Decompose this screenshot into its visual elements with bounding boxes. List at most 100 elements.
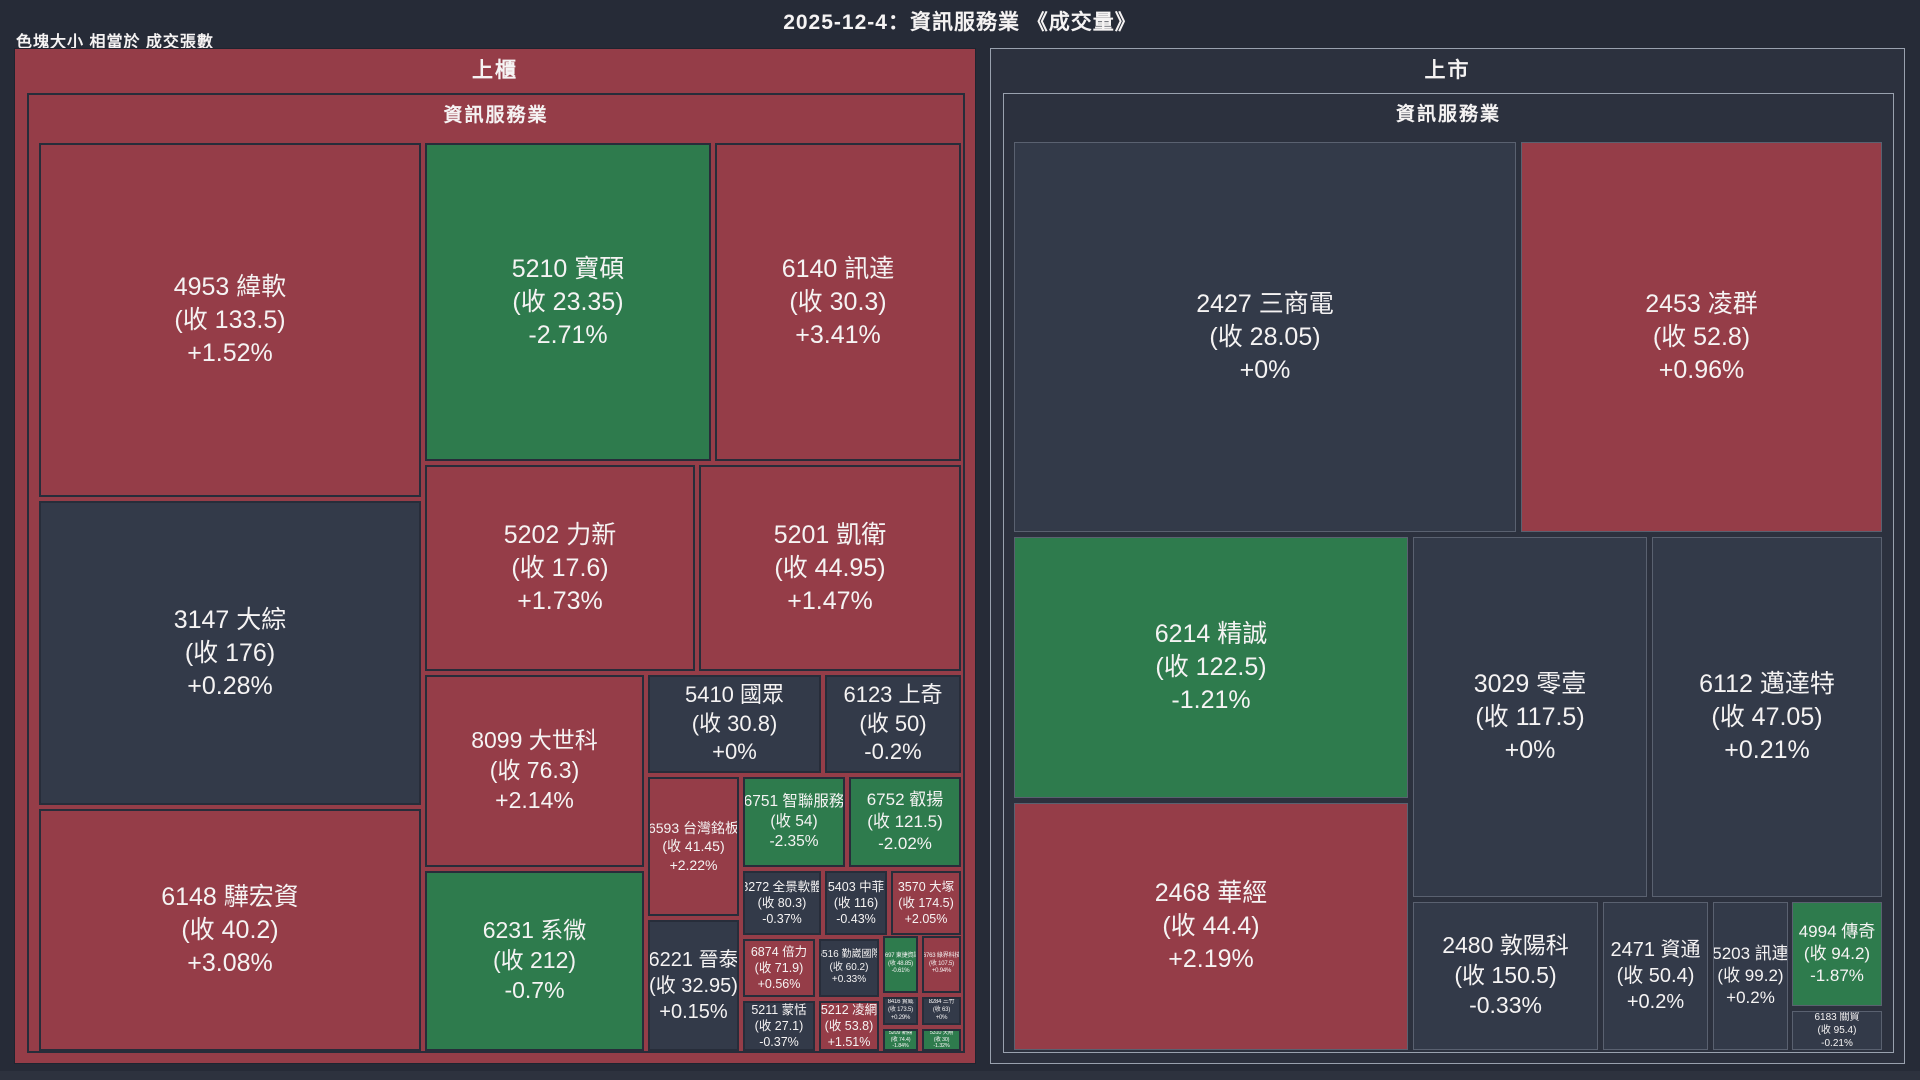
stock-cell-6697[interactable]: 6697 東捷資訊 (收 48.85) -0.61% (883, 936, 918, 993)
stock-change-percent: -0.21% (1821, 1038, 1853, 1049)
stock-cell-6140[interactable]: 6140 訊達 (收 30.3) +3.41% (715, 143, 961, 461)
page-title: 2025-12-4：資訊服務業 《成交量》 (783, 11, 1137, 34)
industry-label-listed: 資訊服務業 (1395, 103, 1501, 125)
stock-close-price: (收 50) (859, 710, 927, 736)
stock-code-name: 8272 全景軟體 (743, 880, 821, 894)
stock-change-percent: +2.22% (669, 856, 718, 873)
stock-cell-8416[interactable]: 8416 實威 (收 173.5) +0.29% (883, 997, 918, 1025)
stock-code-name: 4953 緯軟 (173, 272, 287, 301)
stock-close-price: (收 99.2) (1717, 965, 1784, 985)
stock-cell-6751[interactable]: 6751 智聯服務 (收 54) -2.35% (743, 777, 845, 867)
stock-change-percent: -0.33% (1469, 991, 1542, 1018)
stock-cell-5310[interactable]: 5310 天剛 (收 30) -1.32% (922, 1029, 961, 1051)
stock-code-name: 8416 實威 (887, 999, 914, 1006)
stock-code-name: 3570 大塚 (897, 880, 955, 894)
stock-change-percent: +0.33% (831, 974, 867, 986)
stock-cell-6123[interactable]: 6123 上奇 (收 50) -0.2% (825, 675, 961, 773)
stock-change-percent: +1.52% (187, 338, 273, 367)
stock-cell-5403[interactable]: 5403 中菲 (收 116) -0.43% (825, 871, 887, 935)
stock-change-percent: +0.28% (187, 671, 273, 700)
stock-change-percent: +2.05% (904, 912, 948, 926)
stock-close-price: (收 52.8) (1652, 322, 1751, 351)
stock-change-percent: +0% (1504, 735, 1556, 764)
stock-cell-5201[interactable]: 5201 凱衛 (收 44.95) +1.47% (699, 465, 961, 671)
stock-cell-6874[interactable]: 6874 倍力 (收 71.9) +0.56% (743, 939, 815, 997)
stock-close-price: (收 122.5) (1155, 653, 1267, 681)
stock-cell-4994[interactable]: 4994 傳奇 (收 94.2) -1.87% (1792, 902, 1882, 1006)
stock-code-name: 5202 力新 (503, 520, 617, 549)
industry-box-otc: 資訊服務業 4953 緯軟 (收 133.5) +1.52% 5210 寶碩 (收 23… (27, 93, 965, 1053)
stock-cell-6148[interactable]: 6148 驊宏資 (收 40.2) +3.08% (39, 809, 421, 1051)
stock-change-percent: +3.41% (795, 320, 881, 349)
stock-cell-3570[interactable]: 3570 大塚 (收 174.5) +2.05% (891, 871, 961, 935)
stock-cell-2468[interactable]: 2468 華經 (收 44.4) +2.19% (1014, 803, 1408, 1050)
stock-cell-6183[interactable]: 6183 關貿 (收 95.4) -0.21% (1792, 1011, 1882, 1050)
stock-code-name: 5209 新鼎 (888, 1030, 913, 1037)
stock-change-percent: +0.15% (659, 1000, 728, 1023)
stock-cell-3029[interactable]: 3029 零壹 (收 117.5) +0% (1413, 537, 1647, 897)
stock-code-name: 5410 國眾 (684, 682, 785, 708)
stock-cell-2427[interactable]: 2427 三商電 (收 28.05) +0% (1014, 142, 1516, 532)
stock-close-price: (收 74.4) (890, 1036, 911, 1043)
stock-change-percent: -0.43% (836, 912, 876, 926)
stock-code-name: 6140 訊達 (781, 254, 895, 283)
stock-cell-6763[interactable]: 6763 綠界科技 (收 107.5) +0.94% (922, 936, 961, 993)
stock-cell-5212[interactable]: 5212 凌網 (收 53.8) +1.51% (819, 1001, 879, 1051)
stock-change-percent: -0.7% (504, 976, 565, 1003)
stock-cell-6752[interactable]: 6752 叡揚 (收 121.5) -2.02% (849, 777, 961, 867)
stock-cell-5211[interactable]: 5211 蒙恬 (收 27.1) -0.37% (743, 1001, 815, 1051)
stock-change-percent: +0.21% (1724, 735, 1810, 764)
stock-change-percent: -0.37% (759, 1035, 799, 1049)
stock-close-price: (收 95.4) (1817, 1025, 1857, 1036)
stock-cell-2480[interactable]: 2480 敦陽科 (收 150.5) -0.33% (1413, 902, 1598, 1050)
stock-cell-5410[interactable]: 5410 國眾 (收 30.8) +0% (648, 675, 821, 773)
stock-change-percent: +0.56% (757, 977, 801, 991)
stock-close-price: (收 133.5) (174, 305, 286, 334)
stock-change-percent: +0% (935, 1014, 948, 1021)
stock-cell-3147[interactable]: 3147 大綜 (收 176) +0.28% (39, 501, 421, 805)
stock-cell-4953[interactable]: 4953 緯軟 (收 133.5) +1.52% (39, 143, 421, 497)
industry-box-listed: 資訊服務業 2427 三商電 (收 28.05) +0% 2453 凌群 (收 52.8… (1003, 93, 1894, 1053)
market-label-otc: 上櫃 (472, 59, 518, 82)
stock-code-name: 2468 華經 (1154, 879, 1268, 907)
stock-cell-5209[interactable]: 5209 新鼎 (收 74.4) -1.84% (883, 1029, 918, 1051)
stock-cell-6593[interactable]: 6593 台灣銘板 (收 41.45) +2.22% (648, 777, 739, 916)
stock-code-name: 4994 傳奇 (1798, 921, 1876, 941)
stock-change-percent: +0% (712, 739, 757, 765)
stock-close-price: (收 94.2) (1803, 943, 1871, 963)
stock-close-price: (收 107.5) (929, 960, 954, 967)
stock-close-price: (收 54) (770, 812, 818, 830)
stock-cell-2453[interactable]: 2453 凌群 (收 52.8) +0.96% (1521, 142, 1882, 532)
stock-close-price: (收 23.35) (512, 287, 624, 316)
stock-cell-5203[interactable]: 5203 訊連 (收 99.2) +0.2% (1713, 902, 1788, 1050)
stock-cell-6214[interactable]: 6214 精誠 (收 122.5) -1.21% (1014, 537, 1408, 798)
stock-cell-8272[interactable]: 8272 全景軟體 (收 80.3) -0.37% (743, 871, 821, 935)
stock-cell-6231[interactable]: 6231 系微 (收 212) -0.7% (425, 871, 644, 1051)
stock-close-price: (收 76.3) (489, 757, 580, 784)
stock-close-price: (收 80.3) (757, 896, 807, 910)
stock-close-price: (收 44.95) (774, 553, 886, 582)
stock-cell-8099[interactable]: 8099 大世科 (收 76.3) +2.14% (425, 675, 644, 867)
stock-change-percent: +3.08% (187, 948, 273, 977)
stock-close-price: (收 48.85) (888, 960, 913, 967)
stock-code-name: 6751 智聯服務 (743, 792, 845, 810)
stock-close-price: (收 27.1) (754, 1019, 804, 1033)
stock-code-name: 6516 勤崴國際 (819, 948, 879, 960)
stock-code-name: 5211 蒙恬 (751, 1003, 807, 1017)
stock-code-name: 6221 晉泰 (648, 948, 739, 971)
stock-cell-6221[interactable]: 6221 晉泰 (收 32.95) +0.15% (648, 920, 739, 1051)
stock-close-price: (收 41.45) (662, 838, 725, 855)
stock-cell-2471[interactable]: 2471 資通 (收 50.4) +0.2% (1603, 902, 1708, 1050)
stock-change-percent: +0.96% (1658, 355, 1745, 384)
stock-change-percent: +1.73% (517, 586, 603, 615)
stock-cell-6112[interactable]: 6112 邁達特 (收 47.05) +0.21% (1652, 537, 1882, 897)
treemap-otc: 4953 緯軟 (收 133.5) +1.52% 5210 寶碩 (收 23.35) -2… (39, 143, 961, 1051)
stock-cell-5202[interactable]: 5202 力新 (收 17.6) +1.73% (425, 465, 695, 671)
stock-close-price: (收 30.3) (789, 287, 887, 316)
stock-code-name: 6148 驊宏資 (161, 882, 299, 911)
stock-cell-6516[interactable]: 6516 勤崴國際 (收 60.2) +0.33% (819, 939, 879, 997)
stock-cell-8284[interactable]: 8284 三竹 (收 63) +0% (922, 997, 961, 1025)
stock-code-name: 6231 系微 (482, 917, 587, 944)
stock-cell-5210[interactable]: 5210 寶碩 (收 23.35) -2.71% (425, 143, 711, 461)
stock-change-percent: +2.14% (495, 786, 574, 813)
